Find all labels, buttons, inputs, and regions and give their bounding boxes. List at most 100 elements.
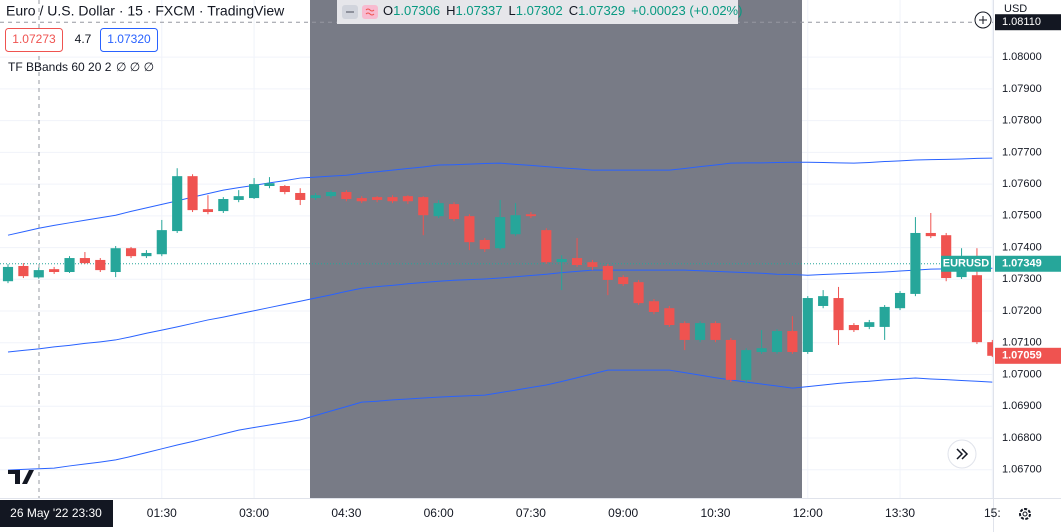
y-tick-label: 1.07600 xyxy=(1002,178,1042,190)
candle-body xyxy=(79,258,90,264)
y-tick-label: 1.07800 xyxy=(1002,115,1042,127)
x-tick-label: 12:00 xyxy=(793,506,823,520)
x-tick-label: 04:30 xyxy=(331,506,361,520)
y-tick-label: 1.07200 xyxy=(1002,305,1042,317)
ohlc-values: O1.07306 H1.07337 L1.07302 C1.07329 +0.00023… xyxy=(383,3,742,18)
x-tick-label: 06:00 xyxy=(424,506,454,520)
candle-body xyxy=(848,325,859,331)
candle-body xyxy=(387,197,398,202)
y-tick-label: 1.08000 xyxy=(1002,51,1042,63)
candle-body xyxy=(956,268,967,278)
indicator-label: TF BBands 60 20 2 xyxy=(8,60,112,74)
settings-glyph xyxy=(1022,511,1028,517)
candle-body xyxy=(402,196,413,202)
candle-body xyxy=(695,323,706,340)
ohlc-label: L xyxy=(509,3,516,18)
add-glyph xyxy=(979,16,987,24)
candle-body xyxy=(418,197,429,216)
spread: 4.7 xyxy=(75,32,92,46)
ohlc-box xyxy=(337,0,738,24)
icon-glyph xyxy=(365,8,375,16)
candle-body xyxy=(664,308,675,326)
candle-body xyxy=(510,215,521,235)
candle-body xyxy=(833,298,844,331)
candle-body xyxy=(125,248,137,257)
candle-body xyxy=(679,323,690,340)
symbol-name: EURUSD xyxy=(943,258,990,270)
logo xyxy=(8,470,34,484)
crosshair-price-box xyxy=(995,14,1061,31)
candle-body xyxy=(156,230,167,255)
price-value: 1.07349 xyxy=(1002,258,1042,270)
x-tick-label: 15: xyxy=(984,506,1001,520)
plot-area xyxy=(0,157,993,471)
crosshair-time: 26 May '22 23:30 xyxy=(10,506,102,520)
candle-body xyxy=(233,196,244,200)
x-tick-label: 03:00 xyxy=(239,506,269,520)
sell-button[interactable] xyxy=(5,28,63,52)
y-tick-label: 1.07700 xyxy=(1002,146,1042,158)
ohlc-value: 1.07337 xyxy=(456,3,503,18)
selected-range xyxy=(310,0,802,498)
candle-body xyxy=(448,204,460,220)
candle-body xyxy=(202,209,214,213)
y-tick-label: 1.07000 xyxy=(1002,368,1042,380)
crosshair-price: 1.08110 xyxy=(1002,16,1041,28)
price-tag xyxy=(995,255,1061,272)
candle-body xyxy=(341,192,352,200)
last-price: 1.07059 xyxy=(1002,350,1042,362)
candle-body xyxy=(18,265,29,277)
x-tick-label: 09:00 xyxy=(608,506,638,520)
x-tick-label: 13:30 xyxy=(885,506,915,520)
candle-body xyxy=(172,176,183,232)
band-line xyxy=(7,157,993,236)
candle-body xyxy=(971,275,983,343)
ohlc-label: H xyxy=(446,3,455,18)
crosshair-time-box xyxy=(0,500,113,527)
candle-body xyxy=(756,348,767,352)
candle-body xyxy=(618,277,629,285)
y-tick-label: 1.07300 xyxy=(1002,273,1042,285)
candle-body xyxy=(587,262,598,267)
sell-price: 1.07273 xyxy=(12,32,56,46)
candle-body xyxy=(49,269,60,273)
candle-body xyxy=(187,176,198,211)
candle-body xyxy=(464,216,475,243)
candle-body xyxy=(725,339,736,380)
candle-body xyxy=(648,301,660,313)
candle-body xyxy=(879,306,890,327)
scroll-glyph xyxy=(956,448,969,460)
candle-body xyxy=(571,258,583,266)
x-tick-label: 10:30 xyxy=(700,506,730,520)
candle-body xyxy=(787,331,798,352)
y-tick-label: 1.07400 xyxy=(1002,241,1042,253)
ohlc-value: 1.07306 xyxy=(393,3,440,18)
settings-button[interactable] xyxy=(1019,508,1031,520)
buy-price: 1.07320 xyxy=(107,32,151,46)
overlay: 1.08110 EURUSD 1.07349 1.07059 xyxy=(0,14,1061,364)
candle-body xyxy=(479,239,490,250)
buy-button[interactable] xyxy=(100,28,158,52)
y-tick-label: 1.07900 xyxy=(1002,83,1042,95)
x-tick-label: 07:30 xyxy=(516,506,546,520)
candle-body xyxy=(802,298,813,352)
candle-body xyxy=(279,185,290,193)
candle-body xyxy=(372,197,383,200)
y-tick-label: 1.06800 xyxy=(1002,432,1042,444)
candle-body xyxy=(741,350,752,380)
candle-body xyxy=(295,192,306,200)
ohlc-label: C xyxy=(569,3,578,18)
candle-body xyxy=(264,183,275,186)
candle-body xyxy=(33,270,44,278)
candle-body xyxy=(218,199,229,212)
ohlc-label: O xyxy=(383,3,393,18)
candle-body xyxy=(987,342,993,356)
ohlc-change: +0.00023 (+0.02%) xyxy=(631,3,742,18)
icon-compare[interactable] xyxy=(362,5,378,19)
last-price-tag xyxy=(995,347,1061,364)
candle-body xyxy=(249,184,260,199)
y-tick-label: 1.07100 xyxy=(1002,337,1042,349)
candle-body xyxy=(864,322,875,327)
candle-body xyxy=(356,198,367,202)
candle-body xyxy=(910,232,921,294)
